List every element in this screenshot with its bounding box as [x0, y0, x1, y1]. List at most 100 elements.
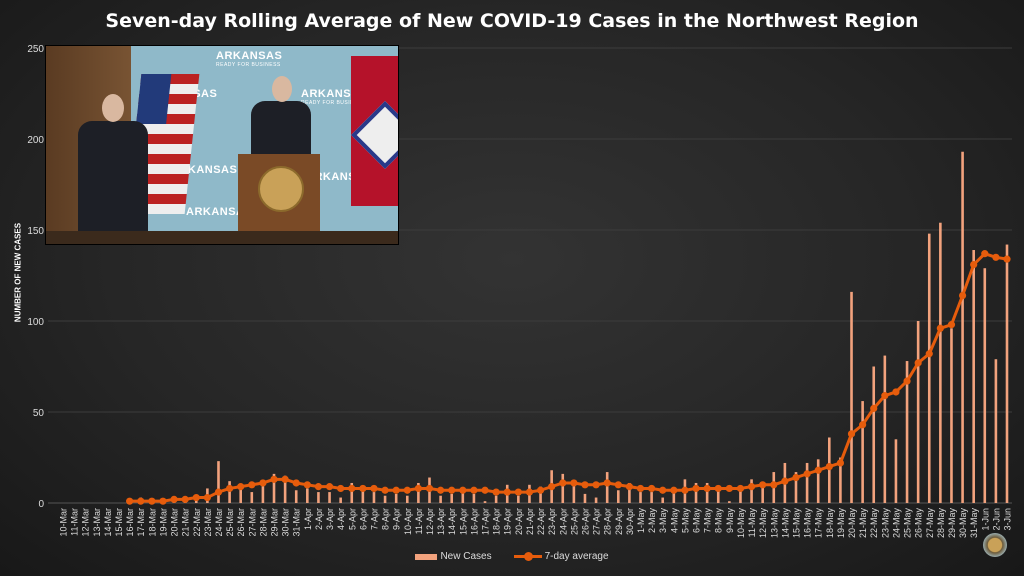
average-point	[725, 484, 733, 493]
bar-new-cases	[894, 439, 898, 503]
average-point	[736, 484, 745, 493]
bar-new-cases	[916, 321, 920, 503]
x-tick-label: 7-May	[703, 508, 713, 534]
y-tick-label: 250	[27, 44, 44, 55]
bar-new-cases	[705, 482, 709, 503]
bar-new-cases	[594, 497, 598, 503]
average-point	[925, 350, 933, 358]
average-point	[592, 481, 600, 489]
average-point	[559, 479, 567, 487]
x-tick-label: 29-Mar	[270, 508, 280, 537]
average-point	[825, 463, 833, 471]
x-tick-label: 9-Apr	[392, 508, 402, 530]
x-tick-label: 17-Mar	[136, 508, 146, 537]
average-point	[1003, 255, 1011, 263]
average-point	[536, 486, 545, 494]
bar-new-cases	[194, 499, 198, 503]
bar-new-cases	[294, 490, 298, 503]
x-tick-label: 15-Mar	[114, 508, 124, 537]
average-point	[548, 483, 556, 491]
average-point	[703, 484, 711, 493]
x-tick-label: 14-May	[780, 508, 790, 539]
bar-new-cases	[605, 472, 609, 503]
average-point	[392, 486, 400, 494]
bar-new-cases	[328, 492, 331, 503]
bar-new-cases	[283, 475, 287, 503]
bar-new-cases	[950, 328, 953, 503]
average-point	[770, 481, 778, 489]
speaker-head	[272, 76, 292, 102]
y-tick-label: 50	[33, 408, 45, 419]
average-point	[914, 359, 922, 367]
bar-new-cases	[472, 493, 476, 503]
average-point	[292, 479, 300, 487]
average-point	[481, 486, 489, 494]
backdrop-brand: ARKANSAS READY FOR BUSINESS	[301, 88, 368, 106]
bar-new-cases	[383, 495, 387, 503]
arkansas-flag	[351, 56, 398, 206]
bar-new-cases	[417, 482, 420, 503]
average-point	[437, 486, 445, 494]
bar-new-cases	[261, 484, 265, 503]
average-point	[214, 488, 223, 496]
average-point	[670, 486, 678, 494]
average-point	[714, 484, 722, 493]
x-tick-label: 16-Apr	[469, 508, 479, 535]
x-tick-label: 22-May	[869, 508, 879, 539]
bar-new-cases	[517, 495, 520, 503]
x-tick-label: 2-Jun	[991, 508, 1001, 531]
backdrop-brand: ARKANSAS	[186, 206, 253, 218]
state-seal	[258, 166, 304, 212]
average-point	[281, 475, 289, 483]
bar-new-cases	[650, 492, 653, 503]
bar-new-cases	[461, 488, 465, 503]
x-tick-label: 3-Jun	[1003, 508, 1013, 531]
bar-new-cases	[839, 457, 842, 503]
average-point	[681, 486, 689, 494]
bar-new-cases	[394, 493, 398, 503]
bar-new-cases	[350, 482, 354, 503]
average-point	[448, 486, 456, 494]
average-point	[348, 484, 356, 493]
x-tick-label: 5-May	[680, 508, 690, 534]
x-tick-label: 22-Mar	[192, 508, 202, 537]
average-point	[903, 377, 911, 385]
average-point	[337, 484, 345, 493]
x-axis-ticks: 10-Mar 11-Mar 12-Mar 13-Mar 14-Mar 15-Mar 16-M…	[59, 508, 1013, 539]
video-overlay[interactable]: ARKANSAS READY FOR BUSINESS ARKANSAS READY…	[45, 45, 399, 245]
bar-new-cases	[483, 501, 487, 503]
average-point	[847, 430, 856, 438]
average-point	[314, 483, 323, 491]
x-tick-label: 29-Apr	[614, 508, 624, 535]
average-point	[370, 484, 378, 493]
average-point	[525, 488, 534, 496]
x-tick-label: 31-Mar	[292, 508, 302, 537]
bar-new-cases	[850, 291, 853, 503]
average-point	[459, 486, 467, 494]
x-tick-label: 24-May	[891, 508, 901, 539]
bar-new-cases	[439, 495, 442, 503]
x-tick-label: 13-May	[769, 508, 779, 539]
x-tick-label: 12-Apr	[425, 508, 435, 535]
x-tick-label: 27-Mar	[247, 508, 257, 537]
average-point	[303, 481, 311, 489]
x-tick-label: 20-Mar	[170, 508, 180, 537]
average-point	[870, 404, 878, 412]
average-point	[692, 484, 700, 493]
x-tick-label: 1-May	[636, 508, 646, 534]
bar-new-cases	[872, 366, 876, 503]
y-tick-label: 150	[27, 226, 44, 237]
x-tick-label: 17-Apr	[481, 508, 491, 535]
x-tick-label: 15-Apr	[458, 508, 468, 535]
x-tick-label: 27-May	[925, 508, 935, 539]
bar-new-cases	[794, 472, 798, 503]
x-tick-label: 8-May	[714, 508, 724, 534]
x-tick-label: 30-Mar	[281, 508, 291, 537]
average-point	[992, 253, 1000, 261]
x-tick-label: 6-May	[692, 508, 702, 534]
x-tick-label: 1-Jun	[980, 508, 990, 531]
legend-new-cases: New Cases	[415, 551, 492, 562]
average-point	[470, 486, 478, 494]
x-tick-label: 22-Apr	[536, 508, 546, 535]
bar-new-cases	[494, 495, 498, 503]
